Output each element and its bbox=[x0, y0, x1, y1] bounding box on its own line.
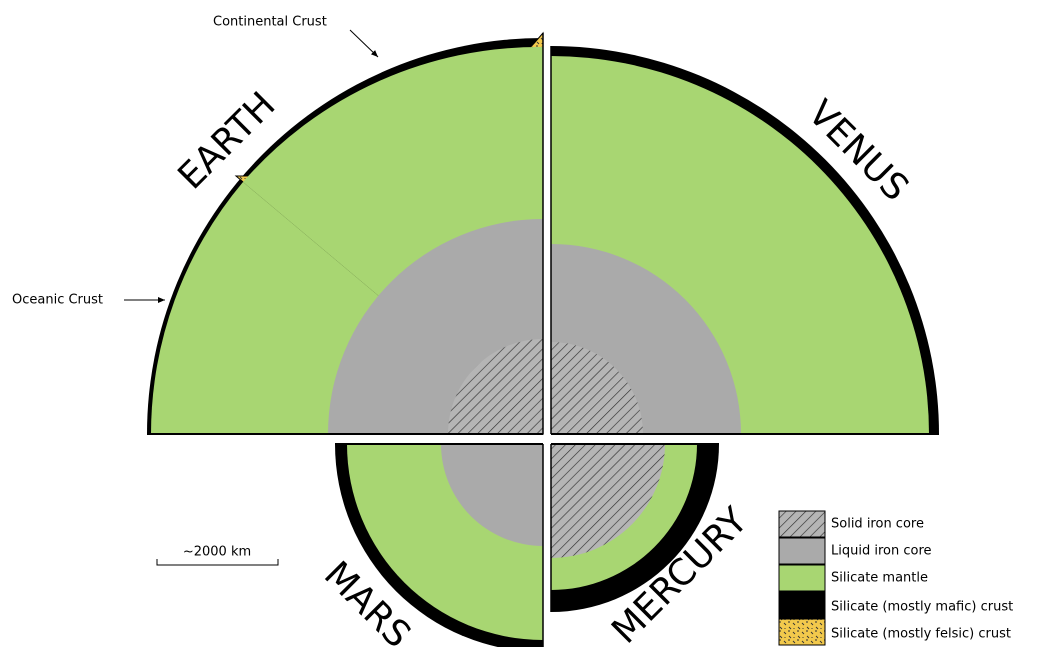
legend-label: Liquid iron core bbox=[831, 544, 932, 559]
annotation: Oceanic Crust bbox=[12, 293, 103, 308]
legend-swatch bbox=[779, 538, 825, 564]
legend-label: Silicate mantle bbox=[831, 571, 928, 586]
legend-swatch bbox=[779, 619, 825, 645]
legend-label: Silicate (mostly felsic) crust bbox=[831, 627, 1011, 642]
annotation: Continental Crust bbox=[213, 15, 327, 30]
legend-swatch bbox=[779, 592, 825, 618]
legend-label: Silicate (mostly mafic) crust bbox=[831, 600, 1013, 615]
earth-section bbox=[147, 33, 543, 434]
scale-label: ~2000 km bbox=[183, 545, 251, 560]
diagram: EARTH VENUS MARS MERCURY Continental Cru… bbox=[0, 0, 1049, 647]
page: EARTH VENUS MARS MERCURY Continental Cru… bbox=[0, 0, 1049, 647]
legend-swatch bbox=[779, 511, 825, 537]
legend: Solid iron core Liquid iron core Silicat… bbox=[779, 511, 1013, 645]
legend-label: Solid iron core bbox=[831, 517, 924, 532]
annotation-arrow bbox=[350, 30, 378, 57]
legend-swatch bbox=[779, 565, 825, 591]
scale-bar bbox=[157, 559, 278, 565]
venus-section bbox=[551, 46, 939, 434]
